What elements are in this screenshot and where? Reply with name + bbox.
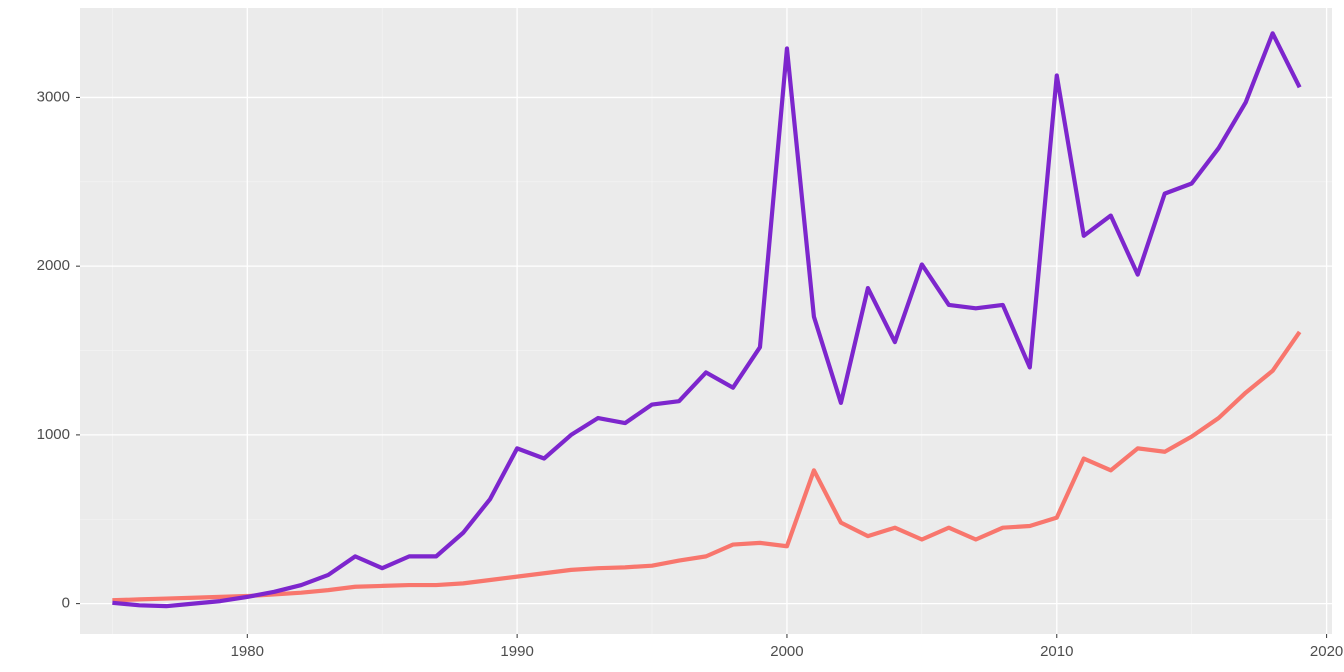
y-tick-label: 3000 <box>37 88 70 105</box>
panel-background <box>80 8 1332 634</box>
line-chart: 0 1000 2000 3000 1980 1990 2000 2010 2020 <box>0 0 1344 672</box>
x-tick-label: 2000 <box>770 643 803 660</box>
y-tick-label: 1000 <box>37 426 70 443</box>
x-tick-label: 2010 <box>1040 643 1073 660</box>
x-tick-label: 1980 <box>231 643 264 660</box>
y-tick-label: 2000 <box>37 257 70 274</box>
x-tick-label: 2020 <box>1310 643 1343 660</box>
chart-svg: 0 1000 2000 3000 1980 1990 2000 2010 2020 <box>0 0 1344 672</box>
x-tick-label: 1990 <box>500 643 533 660</box>
y-tick-label: 0 <box>62 595 70 612</box>
